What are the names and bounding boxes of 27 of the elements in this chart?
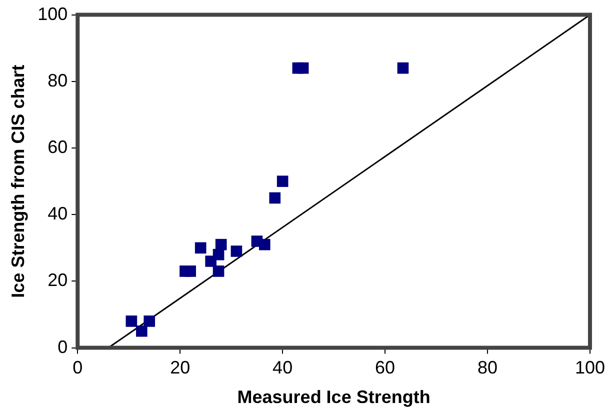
- point: [276, 176, 288, 187]
- point: [184, 266, 196, 277]
- y-tick-label: 40: [48, 204, 68, 224]
- x-tick-label: 40: [272, 358, 293, 378]
- x-axis-title: Measured Ice Strength: [237, 387, 430, 408]
- point: [269, 192, 281, 204]
- point: [136, 325, 148, 337]
- x-tick-label: 0: [72, 358, 83, 378]
- point: [397, 62, 409, 74]
- point: [297, 62, 309, 74]
- point: [258, 238, 270, 250]
- point: [144, 316, 156, 327]
- point: [212, 266, 224, 277]
- point: [194, 242, 206, 254]
- x-tick-label: 100: [574, 358, 606, 378]
- y-tick-label: 100: [38, 4, 68, 24]
- y-axis-title: Ice Strength from CIS chart: [8, 64, 28, 298]
- point: [215, 238, 227, 250]
- y-tick-label: 80: [48, 70, 68, 90]
- x-tick-label: 60: [375, 358, 396, 378]
- y-tick-label: 60: [48, 136, 68, 157]
- point: [126, 316, 138, 327]
- point: [230, 246, 242, 257]
- x-tick-label: 80: [478, 358, 498, 378]
- y-tick-label: 20: [48, 270, 68, 290]
- x-tick-label: 20: [170, 358, 190, 378]
- y-tick-label: 0: [58, 336, 68, 357]
